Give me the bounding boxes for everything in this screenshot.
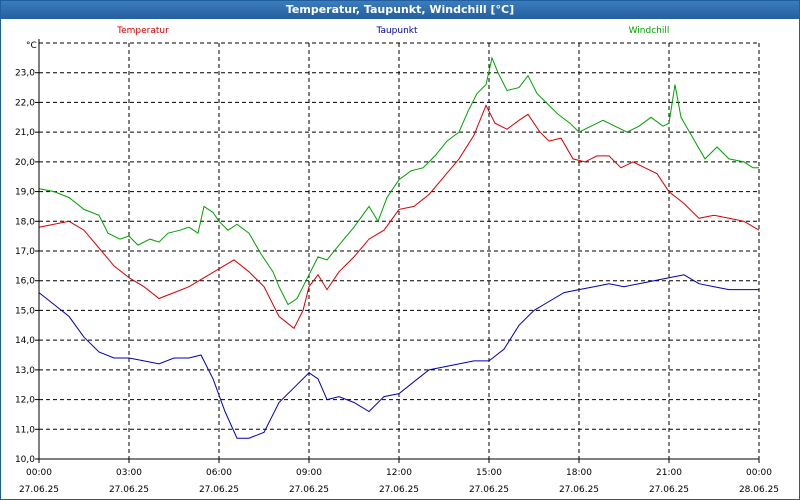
x-tick-date-label: 27.06.25 <box>199 485 239 495</box>
x-tick-time-label: 18:00 <box>566 468 592 478</box>
legend-label-windchill: Windchill <box>629 26 670 36</box>
x-tick-time-label: 00:00 <box>26 468 52 478</box>
series-line-temperatur <box>38 104 760 330</box>
series-line-windchill <box>38 56 759 306</box>
y-tick-label: 18,0 <box>15 217 35 227</box>
x-tick-date-label: 27.06.25 <box>559 485 599 495</box>
x-tick-date-label: 28.06.25 <box>739 485 779 495</box>
x-tick-time-label: 00:00 <box>746 468 772 478</box>
x-tick-time-label: 03:00 <box>116 468 142 478</box>
y-tick-label: 17,0 <box>15 247 35 257</box>
y-tick-label: 16,0 <box>15 277 35 287</box>
x-tick-date-label: 27.06.25 <box>649 485 689 495</box>
axes <box>35 39 760 463</box>
x-tick-date-label: 27.06.25 <box>109 485 149 495</box>
y-tick-label: 20,0 <box>15 158 35 168</box>
x-tick-date-label: 27.06.25 <box>379 485 419 495</box>
y-tick-label: 23,0 <box>15 69 35 79</box>
x-tick-time-label: 12:00 <box>386 468 412 478</box>
series-line-taupunkt <box>38 274 759 439</box>
x-tick-time-label: 15:00 <box>476 468 502 478</box>
window-title: Temperatur, Taupunkt, Windchill [°C] <box>1 1 799 19</box>
y-tick-label: 19,0 <box>15 188 35 198</box>
y-tick-label: 11,0 <box>15 425 35 435</box>
x-tick-time-label: 06:00 <box>206 468 232 478</box>
y-tick-label: 14,0 <box>15 336 35 346</box>
x-tick-time-label: 09:00 <box>296 468 322 478</box>
series-lines <box>38 56 760 439</box>
y-tick-label: 12,0 <box>15 396 35 406</box>
grid <box>39 42 760 459</box>
y-tick-label: 15,0 <box>15 306 35 316</box>
tick-labels: 10,0 11,0 12,0 13,0 14,0 15,0 16,0 17,0 18,0 19,0… <box>15 69 779 495</box>
x-tick-date-label: 27.06.25 <box>469 485 509 495</box>
x-tick-date-label: 27.06.25 <box>19 485 59 495</box>
y-tick-label: 22,0 <box>15 98 35 108</box>
x-tick-time-label: 21:00 <box>656 468 682 478</box>
legend-label-temperatur: Temperatur <box>116 26 169 36</box>
y-tick-label: 10,0 <box>15 455 35 465</box>
y-tick-label: 13,0 <box>15 366 35 376</box>
legend-label-taupunkt: Taupunkt <box>375 26 418 36</box>
y-tick-label: 21,0 <box>15 128 35 138</box>
y-axis-unit-label: °C <box>26 41 37 51</box>
legend: Temperatur Taupunkt Windchill <box>116 26 669 36</box>
x-tick-date-label: 27.06.25 <box>289 485 329 495</box>
